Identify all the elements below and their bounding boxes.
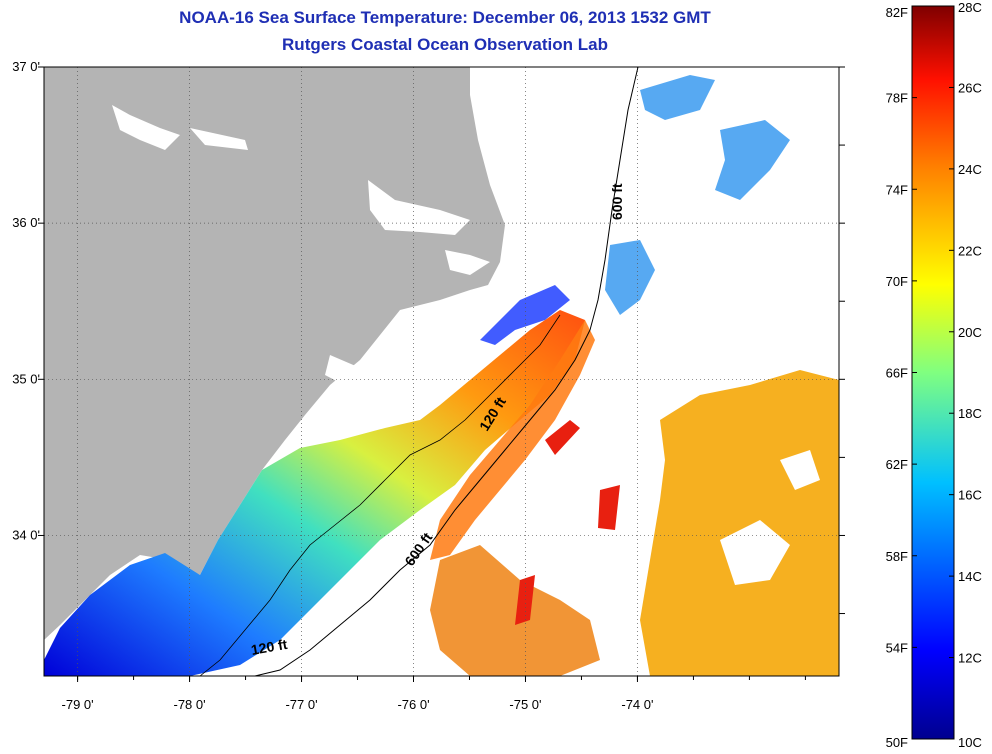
colorbar-c-label: 12C	[958, 651, 982, 666]
colorbar-c-label: 26C	[958, 80, 982, 95]
cloud-gap	[720, 450, 820, 585]
lat-tick-label: 34 0'	[12, 527, 40, 542]
isobath-120ft	[199, 314, 561, 676]
colorbar-f-label: 78F	[886, 91, 908, 106]
lat-tick-label: 37 0'	[12, 59, 40, 74]
colorbar-f-label: 58F	[886, 549, 908, 564]
colorbar-c-label: 24C	[958, 162, 982, 177]
colorbar-f-label: 74F	[886, 182, 908, 197]
isobath-label: 600 ft	[609, 183, 625, 220]
sst-offshore-east	[640, 370, 839, 676]
sst-nearshore	[44, 310, 585, 676]
lon-tick-label: -76 0'	[397, 697, 429, 712]
lon-tick-label: -74 0'	[621, 697, 653, 712]
graticule	[44, 67, 839, 676]
lon-tick-label: -78 0'	[174, 697, 206, 712]
lat-tick-label: 35 0'	[12, 371, 40, 386]
colorbar	[911, 5, 955, 740]
colorbar-c-label: 18C	[958, 406, 982, 421]
map-title: NOAA-16 Sea Surface Temperature: Decembe…	[179, 8, 711, 27]
colorbar-f-label: 66F	[886, 366, 908, 381]
colorbar-c-label: 22C	[958, 243, 982, 258]
colorbar-c-label: 10C	[958, 735, 982, 750]
lat-tick-label: 36 0'	[12, 215, 40, 230]
sst-red-streak	[515, 420, 620, 625]
lon-tick-label: -79 0'	[62, 697, 94, 712]
colorbar-c-label: 20C	[958, 325, 982, 340]
sst-northeast-blue	[605, 75, 790, 315]
colorbar-f-label: 82F	[886, 5, 908, 20]
colorbar-labels: 82F 78F 74F 70F 66F 62F 58F 54F 50F 28C 26C 24C 22C 2…	[886, 0, 982, 750]
sst-gulfstream-edge	[430, 320, 595, 560]
map-axes: -79 0' -78 0' -77 0' -76 0' -75 0' -74 0' 37 0…	[12, 59, 845, 712]
lon-tick-label: -75 0'	[509, 697, 541, 712]
colorbar-c-label: 14C	[958, 569, 982, 584]
isobath-600ft-north	[254, 67, 639, 676]
inland-water	[112, 105, 490, 388]
colorbar-c-label: 16C	[958, 488, 982, 503]
map-border	[43, 66, 840, 677]
map-subtitle: Rutgers Coastal Ocean Observation Lab	[282, 35, 608, 54]
colorbar-f-label: 70F	[886, 274, 908, 289]
colorbar-f-label: 62F	[886, 457, 908, 472]
isobath-label: 120 ft	[250, 636, 289, 658]
sst-blue-shelf	[480, 285, 570, 345]
colorbar-c-label: 28C	[958, 0, 982, 15]
colorbar-f-label: 54F	[886, 640, 908, 655]
sst-offshore-mid	[430, 545, 600, 676]
lon-tick-label: -77 0'	[285, 697, 317, 712]
colorbar-f-label: 50F	[886, 735, 908, 750]
